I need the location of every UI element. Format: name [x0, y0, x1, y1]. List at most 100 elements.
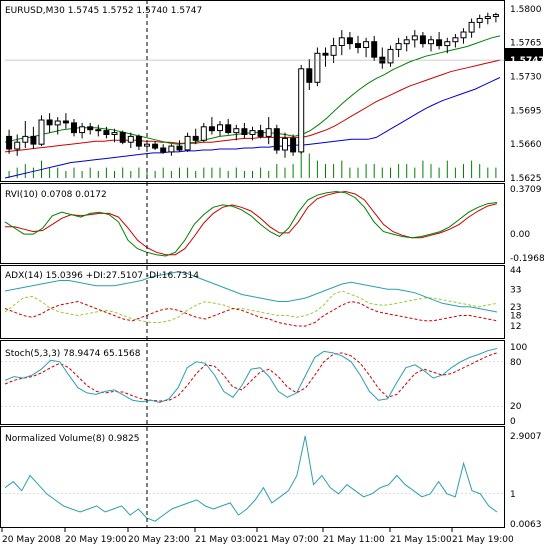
- candle-bear: [346, 37, 353, 45]
- time-tick-label: 20 May 2008: [2, 535, 61, 545]
- rvi-signal-line: [5, 190, 498, 256]
- time-tick-label: 21 May 03:00: [195, 535, 257, 545]
- candle-bear: [30, 135, 37, 145]
- axis-tick-label: 44: [510, 266, 522, 276]
- time-tick-label: 21 May 07:00: [257, 535, 319, 545]
- candle-bull: [200, 126, 207, 141]
- candle-bull: [38, 119, 45, 145]
- candle-bull: [14, 141, 21, 150]
- candle-bull: [363, 41, 370, 49]
- candle-bull: [484, 16, 491, 20]
- candle-bear: [176, 145, 183, 151]
- nvol-panel[interactable]: Normalized Volume(8) 0.9825 2.9007 1 0.006…: [0, 426, 542, 531]
- stoch-axis: 100 80 20 0: [510, 343, 527, 427]
- candle-bear: [71, 122, 77, 134]
- candle-bull: [452, 37, 459, 43]
- adx-plot: [4, 271, 498, 327]
- adx-line: [4, 271, 498, 313]
- candle-bull: [314, 52, 321, 83]
- candle-bull: [298, 68, 305, 153]
- candle-bull: [249, 130, 256, 136]
- candle-bull: [54, 120, 61, 126]
- candle-bull: [265, 128, 272, 137]
- price-tick-label: 1.5695: [510, 106, 542, 116]
- nvol-line: [4, 435, 498, 522]
- candle-bull: [387, 48, 394, 64]
- rvi-panel[interactable]: RVI(10) 0.0708 0.0172 0.3709 0.00 -0.1968: [0, 183, 544, 265]
- adx-header: ADX(14) 15.0396 +DI:27.5107 -DI:16.7314: [5, 271, 199, 281]
- axis-tick-label: 0: [510, 417, 516, 427]
- axis-tick-label: 2.9007: [510, 432, 542, 442]
- time-tick-label: 21 May 19:00: [452, 535, 514, 545]
- time-tick-label: 21 May 11:00: [323, 535, 385, 545]
- adx-panel[interactable]: ADX(14) 15.0396 +DI:27.5107 -DI:16.7314 …: [0, 265, 522, 339]
- candle-bear: [135, 135, 142, 147]
- time-tick-label: 21 May 15:00: [390, 535, 452, 545]
- price-tick-label: 1.5765: [510, 39, 542, 49]
- stoch-signal-line: [4, 352, 498, 402]
- candle-bear: [62, 120, 69, 124]
- rvi-panel-frame: [0, 183, 505, 264]
- candle-bull: [282, 137, 288, 151]
- current-price-box: [505, 48, 543, 61]
- candle-bull: [338, 37, 345, 46]
- rvi-axis: 0.3709 0.00 -0.1968: [510, 185, 544, 264]
- axis-tick-label: 1: [510, 490, 516, 500]
- candle-bull: [127, 135, 134, 143]
- candle-bear: [119, 132, 126, 143]
- main-plot: [4, 12, 505, 179]
- price-tick-label: 1.5625: [510, 174, 542, 184]
- candle-bear: [6, 135, 13, 150]
- main-price-panel[interactable]: EURUSD,M30 1.5745 1.5752 1.5740 1.5747 1…: [0, 0, 544, 185]
- stoch-main-line: [4, 348, 498, 404]
- nvol-axis: 2.9007 1 0.0063: [510, 432, 542, 530]
- candle-bear: [257, 130, 264, 137]
- adx-panel-frame: [0, 265, 505, 339]
- candle-bull: [492, 14, 499, 18]
- nvol-panel-frame: [0, 426, 505, 528]
- candle-bull: [111, 132, 118, 136]
- time-tick-label: 20 May 23:00: [128, 535, 190, 545]
- axis-tick-label: -0.1968: [510, 254, 544, 264]
- candle-bull: [79, 126, 86, 134]
- main-panel-frame: [0, 0, 505, 182]
- candle-bear: [95, 129, 102, 132]
- plus-di-line: [4, 290, 498, 323]
- candle-bear: [241, 128, 248, 135]
- stoch-panel-frame: [0, 340, 505, 425]
- axis-tick-label: 0.3709: [510, 185, 542, 195]
- axis-tick-label: 12: [510, 322, 521, 332]
- candle-bear: [419, 35, 426, 45]
- axis-tick-label: 23: [510, 303, 521, 313]
- price-tick-label: 1.5730: [510, 73, 542, 83]
- axis-tick-label: 33: [510, 285, 521, 295]
- axis-tick-label: 20: [510, 402, 522, 412]
- time-axis: 20 May 2008 20 May 19:00 20 May 23:00 21 Ma…: [1, 528, 514, 545]
- rvi-plot: [4, 190, 498, 257]
- candle-bull: [444, 41, 451, 47]
- candle-bear: [371, 41, 378, 58]
- axis-tick-label: 18: [510, 312, 522, 322]
- nvol-header: Normalized Volume(8) 0.9825: [5, 434, 139, 444]
- price-tick-label: 1.5660: [510, 140, 542, 150]
- candle-bull: [168, 145, 175, 153]
- candle-bear: [273, 128, 280, 151]
- candle-bull: [476, 18, 483, 23]
- candle-bull: [22, 135, 29, 143]
- candle-bear: [436, 39, 443, 47]
- candle-bull: [395, 43, 402, 50]
- candle-bull: [144, 143, 150, 147]
- axis-tick-label: 80: [510, 358, 522, 368]
- price-tick-label: 1.5800: [510, 5, 542, 15]
- candle-bull: [330, 45, 337, 56]
- nvol-plot: [1, 435, 504, 522]
- candle-bull: [428, 39, 434, 45]
- axis-tick-label: 0.0063: [510, 520, 542, 530]
- candle-bull: [217, 124, 223, 132]
- candle-bear: [290, 137, 297, 153]
- candle-bear: [322, 52, 329, 56]
- stoch-panel[interactable]: Stoch(5,3,3) 78.9474 65.1568 100 80 20 0: [0, 340, 528, 428]
- candle-bull: [184, 135, 191, 151]
